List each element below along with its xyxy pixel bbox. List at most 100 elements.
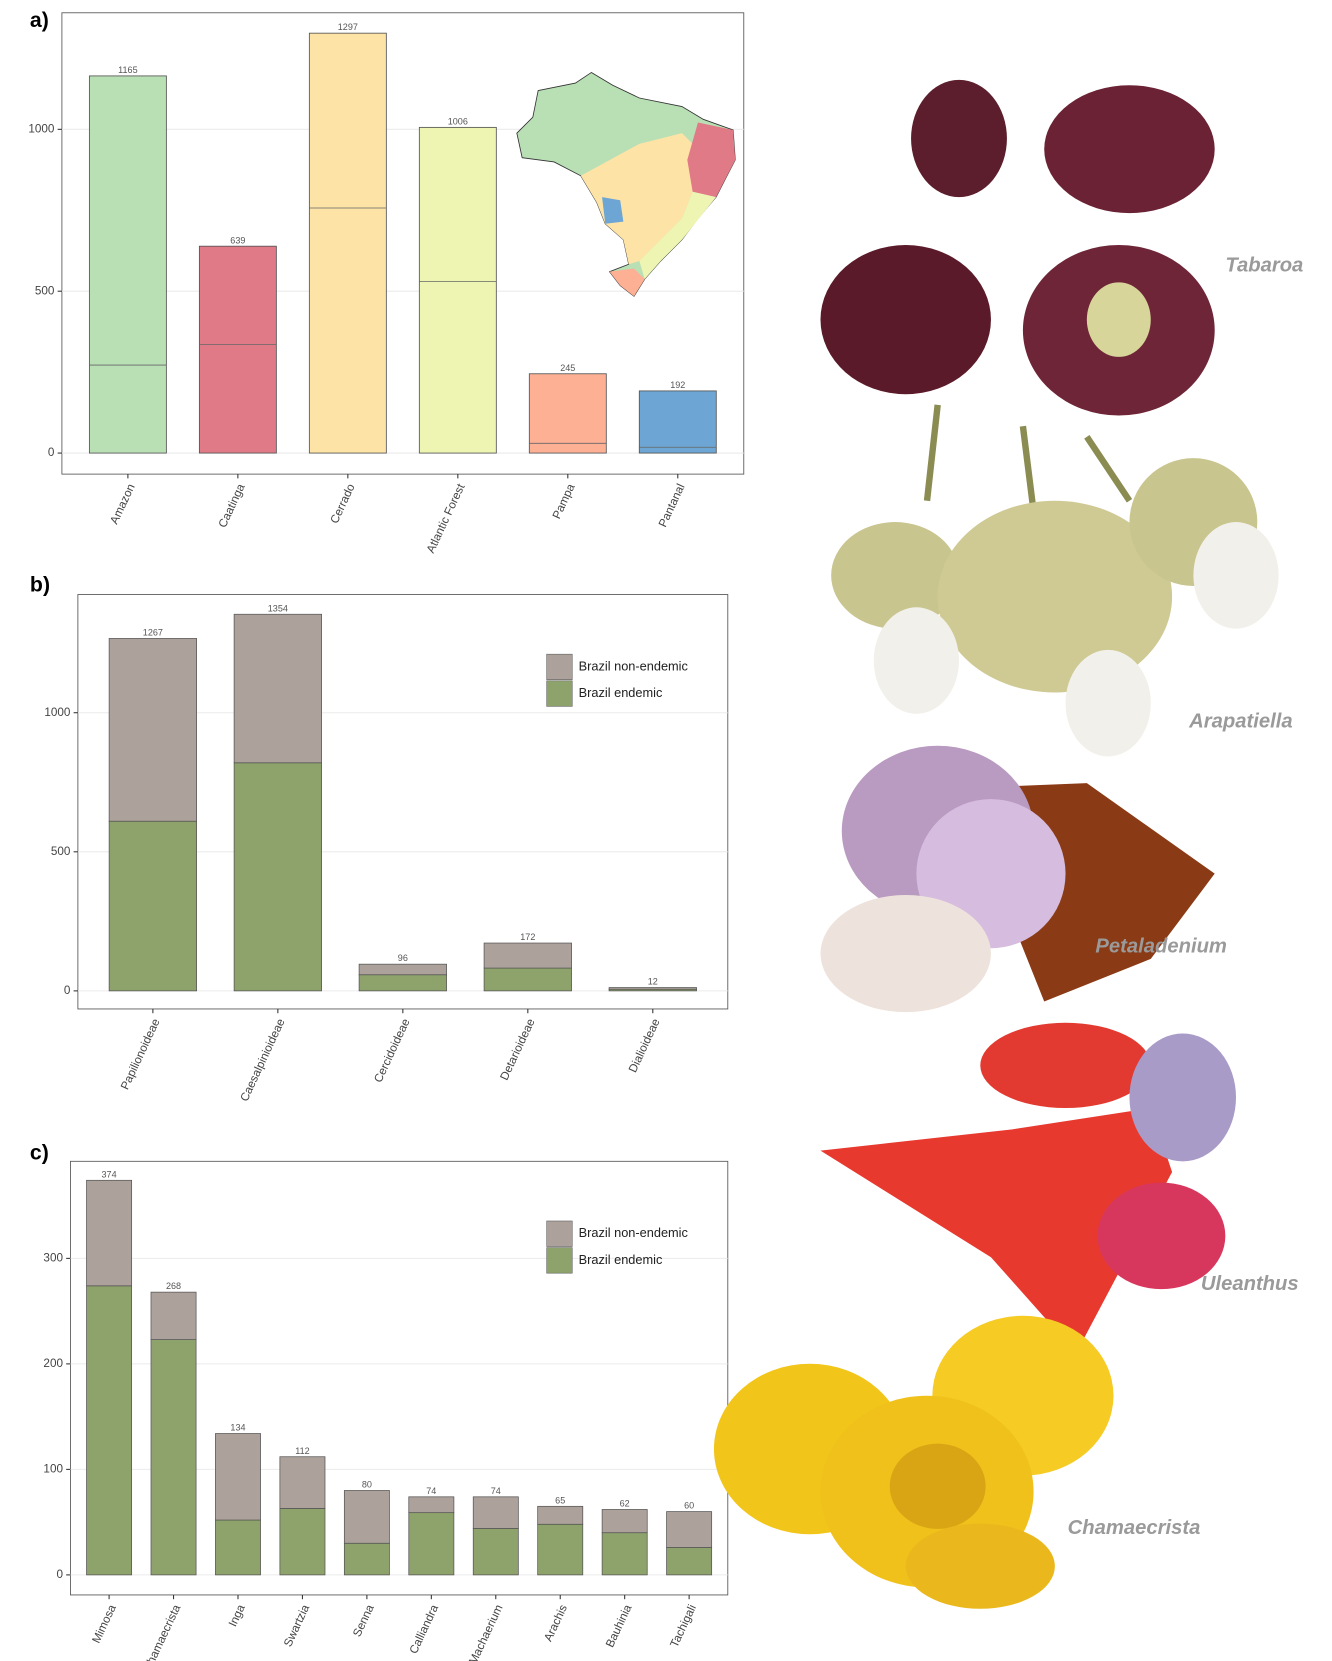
value-label: 245 (560, 363, 575, 373)
legend-swatch (547, 654, 573, 680)
x-tick-label: Pantanal (656, 482, 687, 529)
x-tick-label: Senna (351, 1602, 377, 1639)
photo-label: Arapatiella (1188, 711, 1292, 733)
bar-segment (473, 1497, 518, 1529)
bar-segment (344, 1543, 389, 1575)
bar-segment (344, 1490, 389, 1543)
bar-segment (234, 614, 321, 763)
bar-segment (484, 968, 571, 991)
x-tick-label: Tachigali (668, 1603, 699, 1650)
page: a)05001000AmazonCaatingaCerradoAtlantic … (0, 0, 1332, 1661)
total-label: 1267 (143, 628, 163, 638)
y-tick-label: 1000 (44, 706, 71, 719)
x-tick-label: Cerrado (328, 481, 358, 525)
photos (714, 80, 1279, 1609)
x-tick-label: Calliandra (407, 1602, 441, 1656)
bar-segment (215, 1520, 260, 1575)
panel-label: c) (30, 1140, 49, 1164)
x-tick-label: Mimosa (90, 1602, 119, 1645)
total-label: 172 (520, 932, 535, 942)
x-tick-label: Amazon (108, 482, 138, 526)
value-label: 639 (230, 235, 245, 245)
total-label: 134 (230, 1423, 245, 1433)
bar-segment (87, 1180, 132, 1286)
bar (309, 33, 386, 453)
bar-segment (609, 988, 696, 990)
bar-segment (538, 1506, 583, 1524)
photo-label: Chamaecrista (1068, 1517, 1201, 1539)
legend-swatch (547, 681, 573, 707)
x-tick-label: Pampa (550, 481, 578, 521)
total-label: 60 (684, 1501, 694, 1511)
bar-segment (280, 1457, 325, 1509)
value-label: 1165 (118, 65, 137, 75)
bar-segment (87, 1286, 132, 1575)
value-label: 192 (670, 380, 685, 390)
legend-label: Brazil endemic (579, 1252, 663, 1267)
total-label: 74 (491, 1486, 501, 1496)
legend-label: Brazil non-endemic (579, 658, 689, 673)
bar-segment (151, 1292, 196, 1339)
x-tick-label: Papilionoideae (118, 1017, 162, 1092)
photo-label: Tabaroa (1225, 255, 1303, 277)
figure: a)05001000AmazonCaatingaCerradoAtlantic … (0, 0, 1332, 1661)
total-label: 112 (295, 1446, 309, 1456)
bar-segment (151, 1340, 196, 1575)
x-tick-label: Inga (226, 1602, 248, 1629)
panel-label: a) (30, 8, 49, 32)
bar-segment (602, 1509, 647, 1532)
legend-swatch (547, 1248, 573, 1274)
panel-label: b) (30, 573, 50, 597)
y-tick-label: 200 (43, 1357, 63, 1370)
total-label: 74 (426, 1486, 436, 1496)
bar-segment (602, 1533, 647, 1575)
bar-segment (667, 1547, 712, 1574)
bar (419, 127, 496, 453)
bar (529, 374, 606, 453)
bar (199, 246, 276, 453)
total-label: 268 (166, 1281, 181, 1291)
bar-segment (538, 1524, 583, 1575)
y-tick-label: 0 (56, 1568, 63, 1581)
x-tick-label: Bauhinia (603, 1602, 634, 1649)
x-tick-label: Atlantic Forest (424, 481, 468, 555)
x-tick-label: Swartzia (281, 1602, 312, 1649)
bar-segment (473, 1528, 518, 1574)
legend-label: Brazil endemic (579, 685, 663, 700)
x-tick-label: Detarioideae (498, 1017, 538, 1083)
total-label: 96 (398, 953, 408, 963)
bar-segment (234, 763, 321, 991)
bar-segment (359, 975, 446, 991)
bar-segment (109, 821, 196, 991)
total-label: 1354 (268, 603, 288, 613)
x-tick-label: Caatinga (216, 481, 248, 529)
bar-segment (359, 964, 446, 975)
x-tick-label: Dialioideae (626, 1017, 662, 1075)
x-tick-label: Machaerium (467, 1603, 506, 1661)
bar-segment (109, 638, 196, 821)
x-tick-label: Caesalpinioideae (238, 1017, 288, 1104)
x-tick-label: Chamaecrista (141, 1602, 184, 1661)
y-tick-label: 0 (64, 984, 71, 997)
bar-segment (409, 1497, 454, 1513)
photo-label: Petaladenium (1095, 936, 1227, 958)
legend-swatch (547, 1221, 573, 1247)
value-label: 1006 (448, 116, 468, 126)
y-tick-label: 100 (43, 1462, 63, 1475)
bar-segment (667, 1512, 712, 1548)
y-tick-label: 0 (48, 446, 55, 459)
y-tick-label: 500 (51, 845, 71, 858)
bar (89, 76, 166, 453)
total-label: 12 (648, 977, 658, 987)
x-tick-label: Arachis (542, 1603, 570, 1644)
bar-segment (215, 1434, 260, 1521)
bar-segment (409, 1513, 454, 1575)
bar (639, 391, 716, 453)
total-label: 80 (362, 1480, 372, 1490)
legend-label: Brazil non-endemic (579, 1225, 689, 1240)
x-tick-label: Cercidoideae (372, 1017, 413, 1085)
total-label: 62 (620, 1499, 630, 1509)
bar-segment (280, 1508, 325, 1574)
total-label: 65 (555, 1495, 565, 1505)
y-tick-label: 500 (35, 284, 55, 297)
